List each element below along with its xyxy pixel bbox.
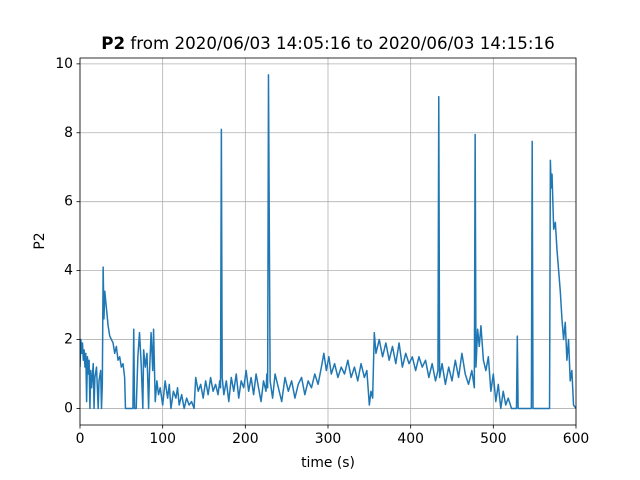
y-tick-label: 10 (55, 56, 73, 72)
x-tick-label: 600 (563, 431, 590, 447)
chart-title: P2 from 2020/06/03 14:05:16 to 2020/06/0… (101, 33, 555, 53)
y-tick-label: 6 (64, 194, 73, 210)
x-tick-label: 300 (315, 431, 342, 447)
x-tick-label: 400 (397, 431, 424, 447)
plot-frame (79, 57, 577, 426)
y-tick-label: 2 (64, 332, 73, 348)
x-tick-label: 0 (76, 431, 85, 447)
x-tick-label: 200 (232, 431, 259, 447)
title-rest: from 2020/06/03 14:05:16 to 2020/06/03 1… (125, 33, 555, 53)
title-bold: P2 (101, 33, 125, 53)
x-tick-label: 500 (480, 431, 507, 447)
data-line (80, 74, 576, 410)
y-tick-label: 8 (64, 125, 73, 141)
x-axis-label: time (s) (301, 455, 355, 471)
y-tick-label: 0 (64, 400, 73, 416)
y-tick-label: 4 (64, 263, 73, 279)
x-tick-label: 100 (149, 431, 176, 447)
y-axis-label: P2 (32, 232, 48, 249)
